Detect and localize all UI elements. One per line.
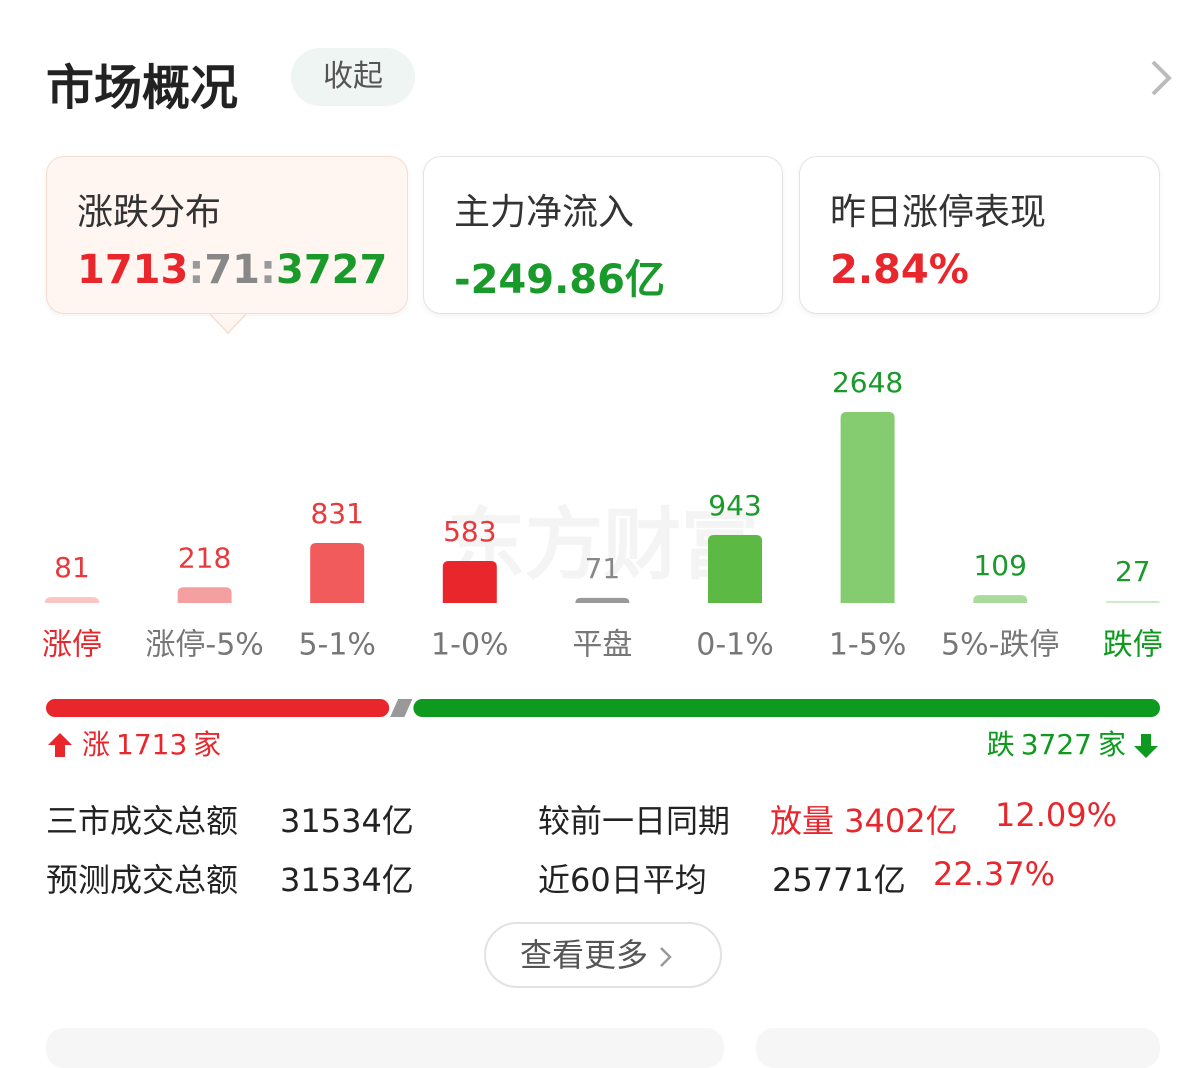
- chevron[interactable]: [1145, 58, 1175, 98]
- category-label: 0-1%: [696, 628, 774, 663]
- category-label: 1-5%: [829, 628, 907, 663]
- value-label: 27: [1115, 555, 1151, 588]
- value-label: 81: [54, 551, 90, 584]
- bar: [575, 597, 630, 603]
- stat-label: 较前一日同期: [538, 802, 731, 840]
- bar: [442, 560, 497, 603]
- unit: 家: [193, 728, 221, 761]
- flat-count: 71: [204, 247, 260, 293]
- value-label: 943: [708, 489, 761, 522]
- bar: [177, 587, 232, 603]
- card-value: -249.86亿: [454, 257, 665, 303]
- stat-label: 预测成交总额: [46, 861, 239, 899]
- more-button[interactable]: 查看更多: [484, 922, 722, 988]
- value-label: 583: [443, 515, 496, 548]
- card-value: 1713:71:3727: [77, 247, 387, 293]
- down-count: 3727: [1021, 728, 1092, 761]
- category-label: 5-1%: [298, 628, 376, 663]
- card-value: 2.84%: [830, 247, 969, 293]
- collapse-button[interactable]: 收起: [291, 48, 415, 106]
- pointer: [210, 313, 246, 335]
- stat-value: 25771亿: [772, 861, 906, 899]
- stat-value: 放量 3402亿: [770, 802, 958, 840]
- chevron: [660, 947, 672, 967]
- category-label: 跌停: [1103, 628, 1163, 663]
- stat-value: 31534亿: [280, 861, 414, 899]
- stat-label: 近60日平均: [538, 861, 707, 899]
- more-text: 查看更多: [520, 936, 649, 974]
- card[interactable]: 昨日涨停表现 2.84%: [799, 156, 1160, 314]
- up-arrow: [48, 733, 72, 757]
- stat-label: 三市成交总额: [46, 802, 239, 840]
- up-count: 1713: [116, 728, 187, 761]
- next-card: [46, 1028, 724, 1068]
- card[interactable]: 涨跌分布 1713:71:3727: [46, 156, 408, 314]
- stat-value: 12.09%: [995, 796, 1118, 834]
- bar: [45, 597, 99, 603]
- card[interactable]: 主力净流入 -249.86亿: [423, 156, 783, 314]
- unit: 家: [1098, 728, 1126, 761]
- down-arrow: [1134, 734, 1158, 758]
- card-title: 昨日涨停表现: [830, 192, 1047, 233]
- stat-value: 22.37%: [933, 855, 1056, 893]
- chart: 东方财富 81 涨停 218 涨停-5% 831 5-1% 583 1-0% 71 平盘 943 0-…: [42, 366, 1163, 761]
- next-card: [756, 1028, 1160, 1068]
- value-label: 71: [585, 552, 621, 585]
- category-label: 平盘: [572, 628, 632, 663]
- separator: :: [188, 247, 205, 293]
- bar: [840, 412, 895, 603]
- category-label: 涨停: [42, 628, 102, 663]
- watermark: 东方财富: [447, 500, 759, 590]
- category-label: 5%-跌停: [941, 628, 1059, 663]
- down-label: 跌 3727 家: [987, 728, 1126, 761]
- stat-value: 31534亿: [280, 802, 414, 840]
- value-label: 218: [178, 541, 231, 574]
- bar: [1105, 601, 1160, 603]
- value-label: 2648: [832, 366, 903, 399]
- category-label: 涨停-5%: [145, 628, 263, 663]
- separator: :: [260, 247, 276, 293]
- bar: [973, 595, 1028, 603]
- card-title: 涨跌分布: [77, 192, 222, 233]
- down-segment: [413, 699, 1160, 717]
- up-label: 涨 1713 家: [82, 728, 221, 761]
- card-title: 主力净流入: [454, 192, 635, 233]
- flat-segment: [390, 699, 413, 717]
- value-label: 831: [310, 497, 363, 530]
- bar: [708, 534, 762, 603]
- up-segment: [46, 699, 390, 717]
- category-label: 1-0%: [431, 628, 509, 663]
- value-label: 109: [973, 549, 1026, 582]
- down-count: 3727: [276, 247, 388, 293]
- up-count: 1713: [77, 247, 189, 293]
- section-title: 市场概况: [46, 60, 239, 116]
- bar: [310, 543, 365, 603]
- up-word: 涨: [82, 728, 110, 761]
- down-word: 跌: [987, 728, 1015, 761]
